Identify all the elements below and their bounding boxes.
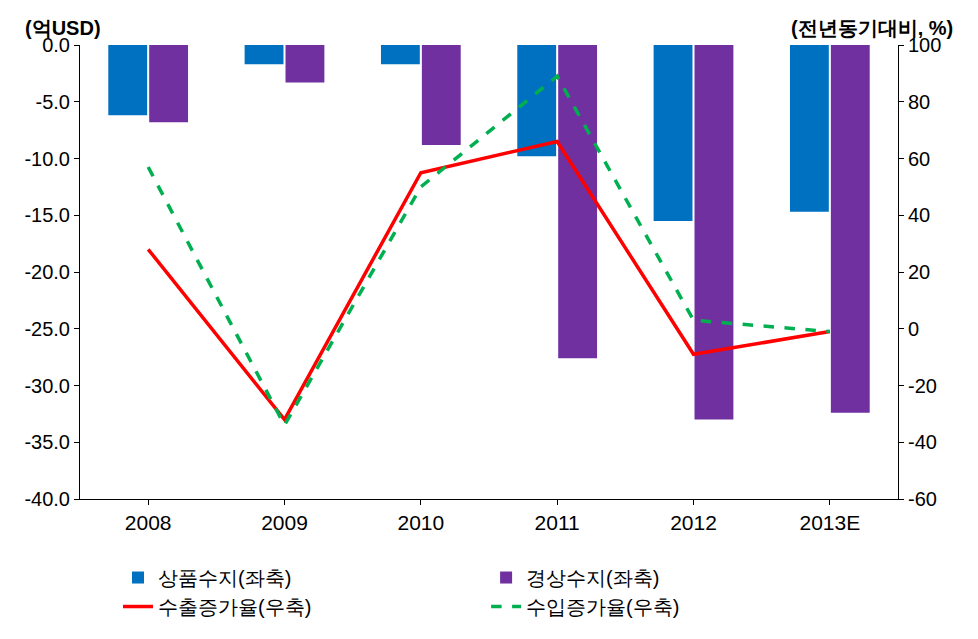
svg-text:-30.0: -30.0 <box>24 375 70 397</box>
svg-text:2010: 2010 <box>397 511 444 534</box>
svg-text:-35.0: -35.0 <box>24 431 70 453</box>
svg-text:60: 60 <box>908 148 930 170</box>
svg-text:수입증가율(우축): 수입증가율(우축) <box>526 596 679 618</box>
svg-text:-40: -40 <box>908 431 937 453</box>
svg-text:2011: 2011 <box>535 511 580 534</box>
svg-text:-40.0: -40.0 <box>24 488 70 510</box>
svg-text:0: 0 <box>908 318 919 340</box>
svg-text:2013E: 2013E <box>799 511 860 534</box>
svg-text:-20.0: -20.0 <box>24 261 70 283</box>
svg-text:(억USD): (억USD) <box>25 17 101 39</box>
svg-text:상품수지(좌축): 상품수지(좌축) <box>158 567 291 589</box>
svg-text:-15.0: -15.0 <box>24 204 70 226</box>
svg-text:80: 80 <box>908 91 930 113</box>
svg-text:20: 20 <box>908 261 930 283</box>
svg-text:경상수지(좌축): 경상수지(좌축) <box>526 567 659 589</box>
svg-text:2008: 2008 <box>125 511 172 534</box>
svg-text:(전년동기대비, %): (전년동기대비, %) <box>791 17 953 39</box>
svg-text:-25.0: -25.0 <box>24 318 70 340</box>
svg-text:-5.0: -5.0 <box>36 91 70 113</box>
svg-text:0.0: 0.0 <box>42 34 70 56</box>
svg-text:-10.0: -10.0 <box>24 148 70 170</box>
svg-text:2009: 2009 <box>261 511 308 534</box>
svg-text:2012: 2012 <box>670 511 717 534</box>
svg-text:40: 40 <box>908 204 930 226</box>
svg-text:-60: -60 <box>908 488 937 510</box>
svg-text:-20: -20 <box>908 375 937 397</box>
svg-text:100: 100 <box>908 34 941 56</box>
svg-text:수출증가율(우축): 수출증가율(우축) <box>158 596 311 618</box>
